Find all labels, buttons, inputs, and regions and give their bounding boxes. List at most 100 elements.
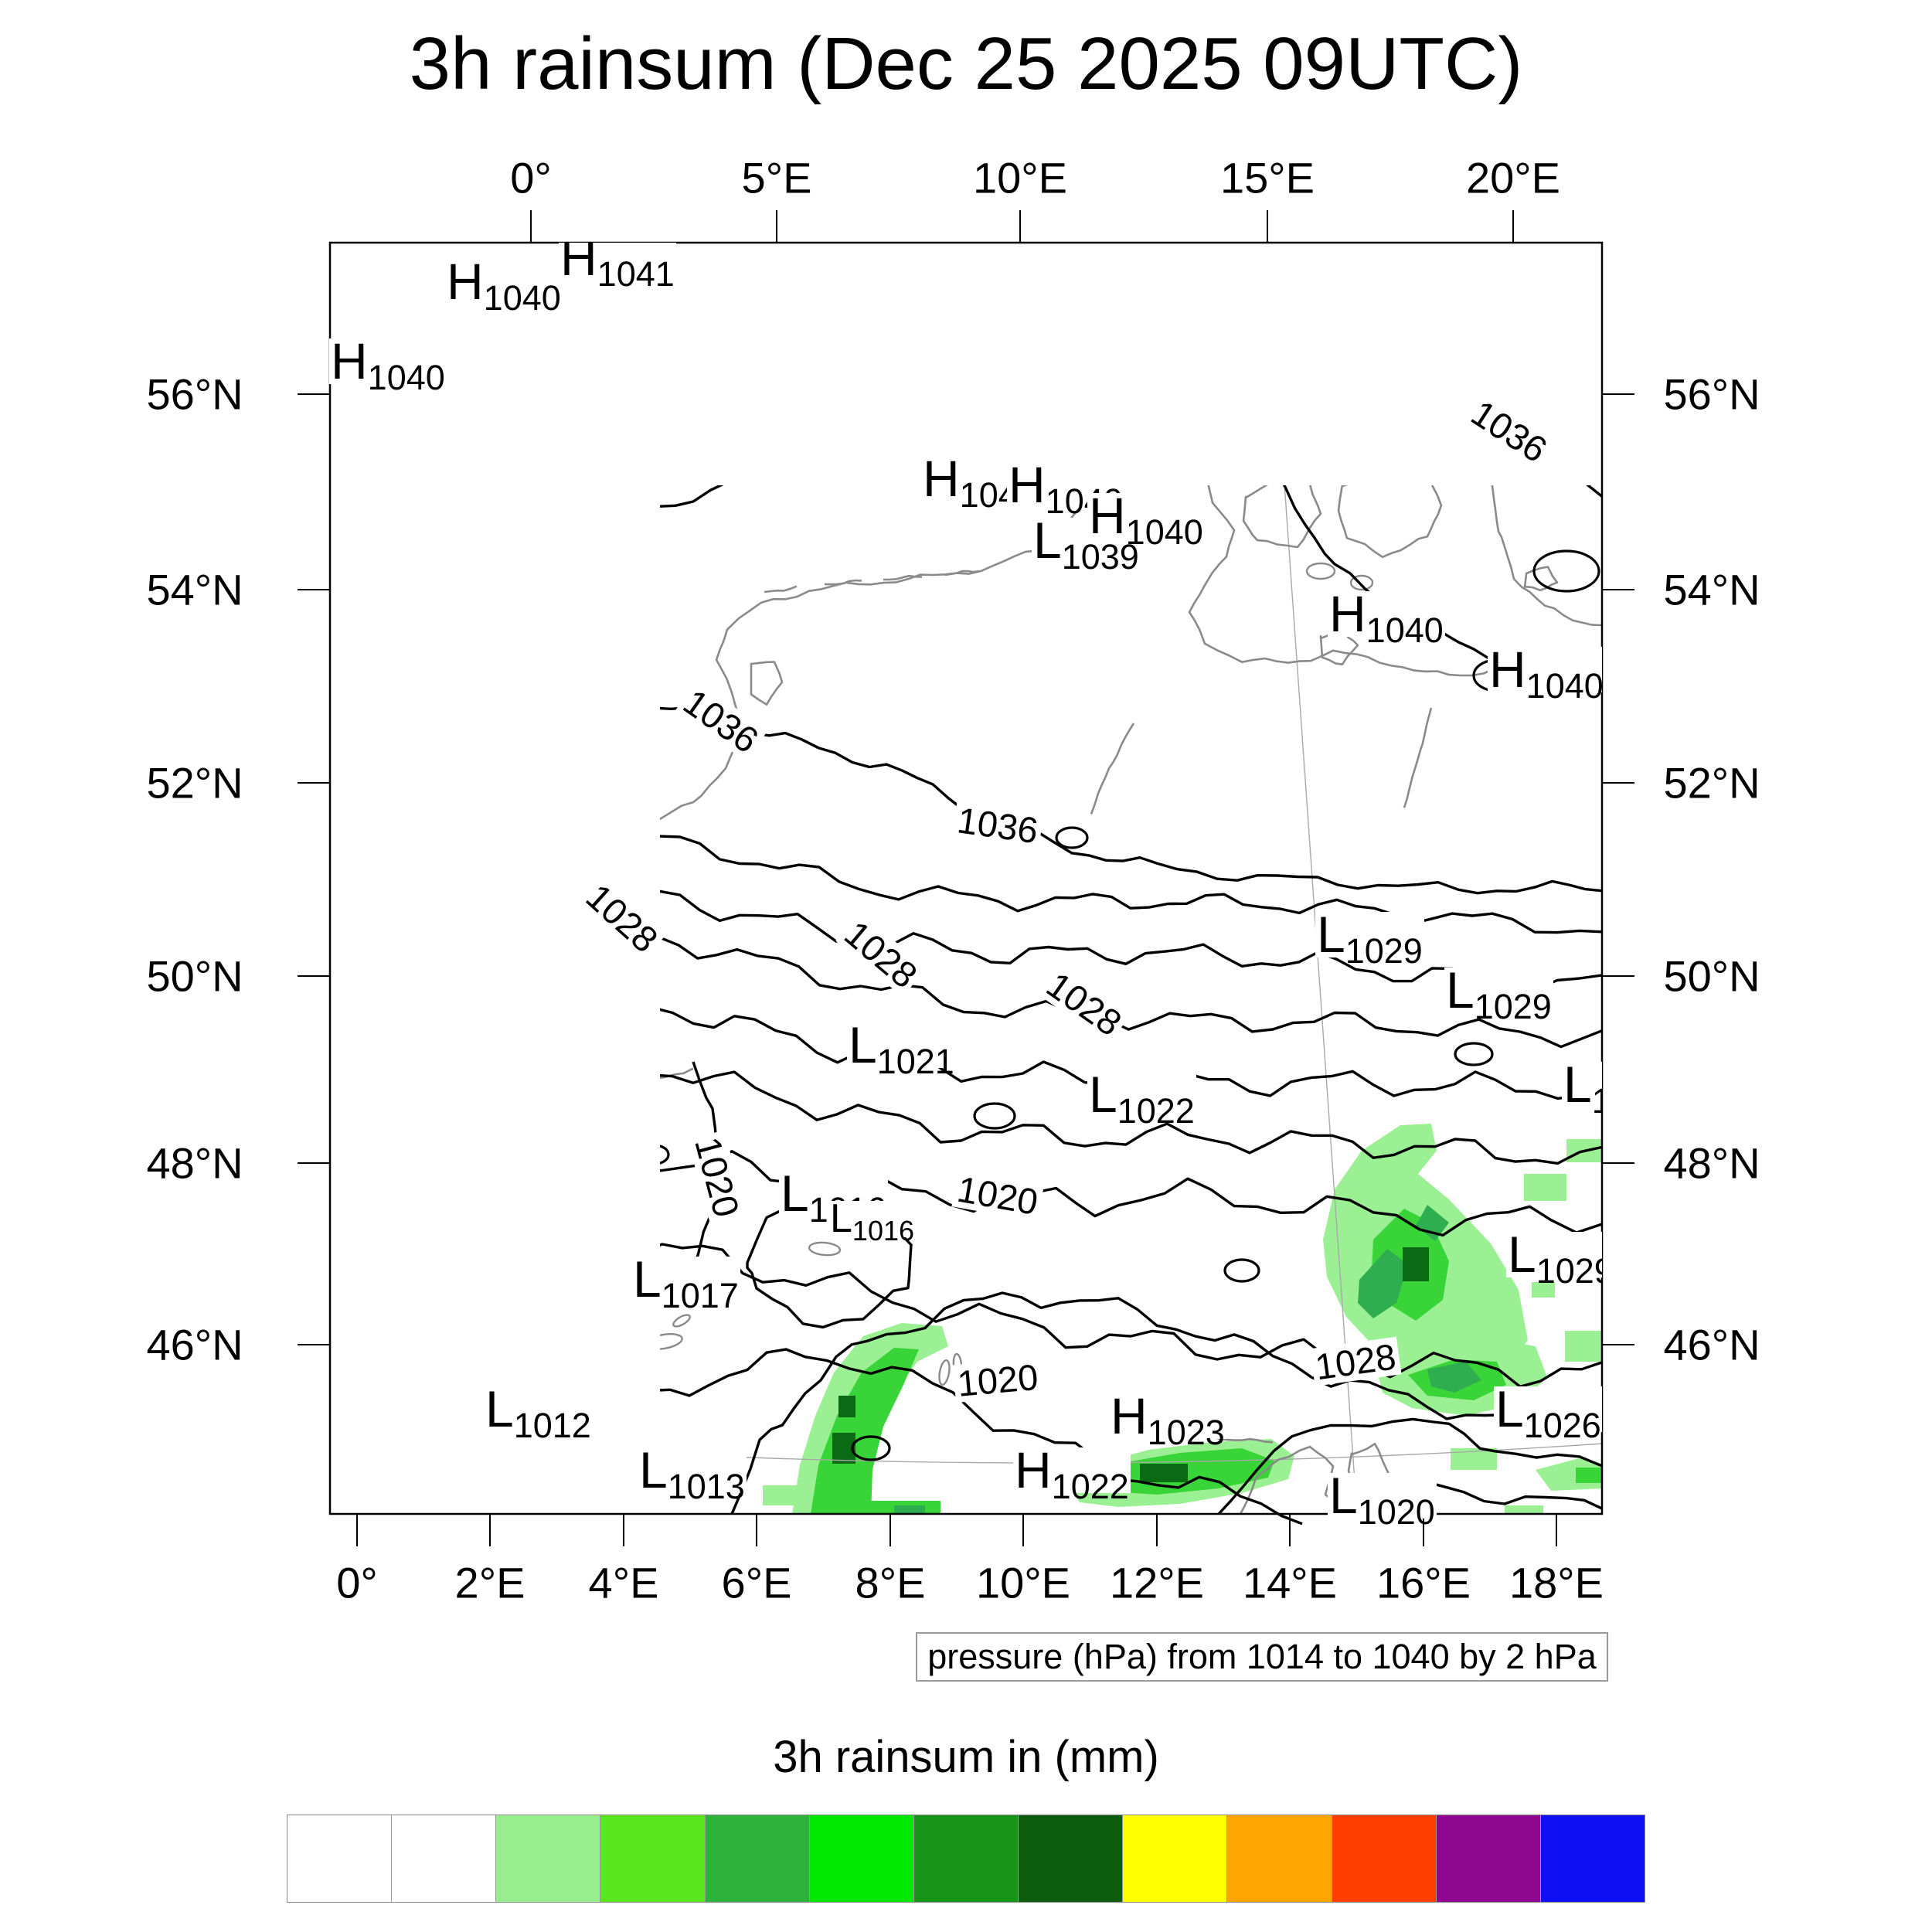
isobar-closed-contour <box>1223 1258 1260 1283</box>
pressure-center-h1040: H1040 <box>1488 644 1602 703</box>
isobar-contour <box>660 936 1603 1049</box>
pressure-center-h1041: H1041 <box>559 243 676 291</box>
pressure-center-l1016: L1016 <box>828 1199 917 1245</box>
pressure-center-l1029: L1029 <box>1506 1229 1602 1288</box>
isobar-label-1020: 1020 <box>952 1356 1043 1404</box>
pressure-letter: L <box>485 1380 514 1437</box>
pressure-letter: H <box>1329 585 1366 642</box>
rain-patch <box>763 1485 800 1505</box>
axis-label: 0° <box>336 1558 378 1607</box>
rain-patch <box>1576 1468 1602 1483</box>
isobar-label-1020: 1020 <box>951 1168 1044 1223</box>
pressure-letter: H <box>560 243 597 286</box>
isobar-label-1028: 1028 <box>577 875 668 961</box>
isobar-closed-contour <box>1532 549 1600 593</box>
pressure-center-l1029: L1029 <box>1444 964 1553 1024</box>
pressure-center-l1022: L1022 <box>1087 1069 1196 1128</box>
rain-patch <box>811 1348 919 1514</box>
axis-label: 20°E <box>1465 153 1561 202</box>
isobar-label-1036: 1036 <box>1462 391 1556 471</box>
axis-label: 8°E <box>855 1558 926 1607</box>
pressure-label-layer: H1040 H1041 H1040 H1040 H1040 L1039 H1040 H1040… <box>294 243 1602 1526</box>
legend-cell-9 <box>1227 1815 1332 1902</box>
coastline <box>660 485 1603 821</box>
isobar-closed-contour <box>851 1435 891 1461</box>
pressure-center-h1040: H1040 <box>329 335 447 395</box>
coastline <box>764 585 798 594</box>
pressure-letter: H <box>331 332 368 389</box>
legend-cell-12 <box>1540 1815 1645 1902</box>
lake-outline <box>660 1333 683 1350</box>
legend-cell-11 <box>1436 1815 1541 1902</box>
pressure-letter: H <box>1015 1441 1052 1498</box>
axis-label: 15°E <box>1219 153 1315 202</box>
pressure-value: 1029 <box>1536 1251 1602 1291</box>
axis-label: 18°E <box>1509 1558 1604 1607</box>
pressure-value: 1020 <box>1357 1492 1435 1526</box>
isobar-contour <box>660 1150 1603 1237</box>
isobar-label-1028: 1028 <box>835 911 927 998</box>
pressure-value: 10 <box>1591 1081 1602 1121</box>
axis-label: 50°N <box>146 951 243 1001</box>
axis-label: 16°E <box>1376 1558 1471 1607</box>
axis-label: 6°E <box>721 1558 792 1607</box>
axis-label: 54°N <box>1663 565 1760 614</box>
legend-cell-8 <box>1123 1815 1228 1902</box>
pressure-value: 1041 <box>597 254 675 294</box>
rain-patch <box>1358 1249 1408 1318</box>
coastline <box>1523 566 1559 592</box>
pressure-value: 1013 <box>667 1467 745 1506</box>
pressure-letter: H <box>447 253 484 310</box>
pressure-value: 1012 <box>513 1406 591 1445</box>
isobar-contour <box>660 889 1603 992</box>
legend-cell-3 <box>600 1815 706 1902</box>
pressure-letter: L <box>830 1196 852 1241</box>
rain-patch <box>1505 1505 1543 1514</box>
pressure-center-l1017: L1017 <box>631 1253 740 1313</box>
pressure-center-l1026: L1026 <box>1494 1383 1602 1443</box>
chart-title: 3h rainsum (Dec 25 2025 09UTC) <box>409 22 1523 105</box>
legend-colorbar <box>287 1815 1645 1903</box>
rain-patch <box>1140 1464 1188 1482</box>
axis-label: 12°E <box>1109 1558 1205 1607</box>
isobar-label-1020: 1020 <box>687 1130 747 1224</box>
pressure-value: 1029 <box>1345 931 1423 971</box>
pressure-value: 1026 <box>1523 1406 1601 1445</box>
lake-outline <box>1349 574 1374 591</box>
pressure-center-h1040: H1040 <box>445 256 563 315</box>
pressure-value: 1023 <box>1147 1413 1225 1452</box>
map-frame <box>328 241 1604 1515</box>
pressure-value: 1021 <box>876 1042 954 1081</box>
pressure-letter: L <box>633 1250 662 1308</box>
pressure-value: 1040 <box>1125 512 1203 552</box>
coastline <box>1337 485 1443 559</box>
pressure-letter: H <box>1489 641 1526 698</box>
rain-patch <box>838 1396 855 1417</box>
coastline <box>1491 485 1603 627</box>
pressure-letter: L <box>1495 1380 1524 1437</box>
legend-cell-1 <box>392 1815 497 1902</box>
axis-label: 48°N <box>146 1138 243 1188</box>
isobar-label-1036: 1036 <box>674 680 768 762</box>
isobar-closed-contour <box>660 1145 670 1165</box>
coastline <box>750 661 784 706</box>
pressure-value: 1029 <box>1474 987 1552 1026</box>
pressure-value: 1040 <box>483 278 561 318</box>
legend-cell-10 <box>1332 1815 1437 1902</box>
axis-label: 0° <box>510 153 552 202</box>
coastline <box>944 570 980 577</box>
legend-cell-5 <box>809 1815 914 1902</box>
pressure-caption-text: pressure (hPa) from 1014 to 1040 by 2 hP… <box>927 1637 1597 1676</box>
pressure-center-l1029: L1029 <box>1315 909 1424 968</box>
isobar-label-1036: 1036 <box>951 799 1044 851</box>
rain-patch <box>1565 1331 1602 1362</box>
pressure-center-l1021: L1021 <box>847 1019 956 1079</box>
axis-label: 54°N <box>146 565 243 614</box>
pressure-caption: pressure (hPa) from 1014 to 1040 by 2 hP… <box>916 1632 1608 1682</box>
axis-label: 48°N <box>1663 1138 1760 1188</box>
isobar-contour <box>660 1348 1303 1526</box>
rain-patch <box>1489 1300 1520 1320</box>
pressure-letter: L <box>1033 512 1062 569</box>
rain-patch <box>1532 1282 1555 1298</box>
